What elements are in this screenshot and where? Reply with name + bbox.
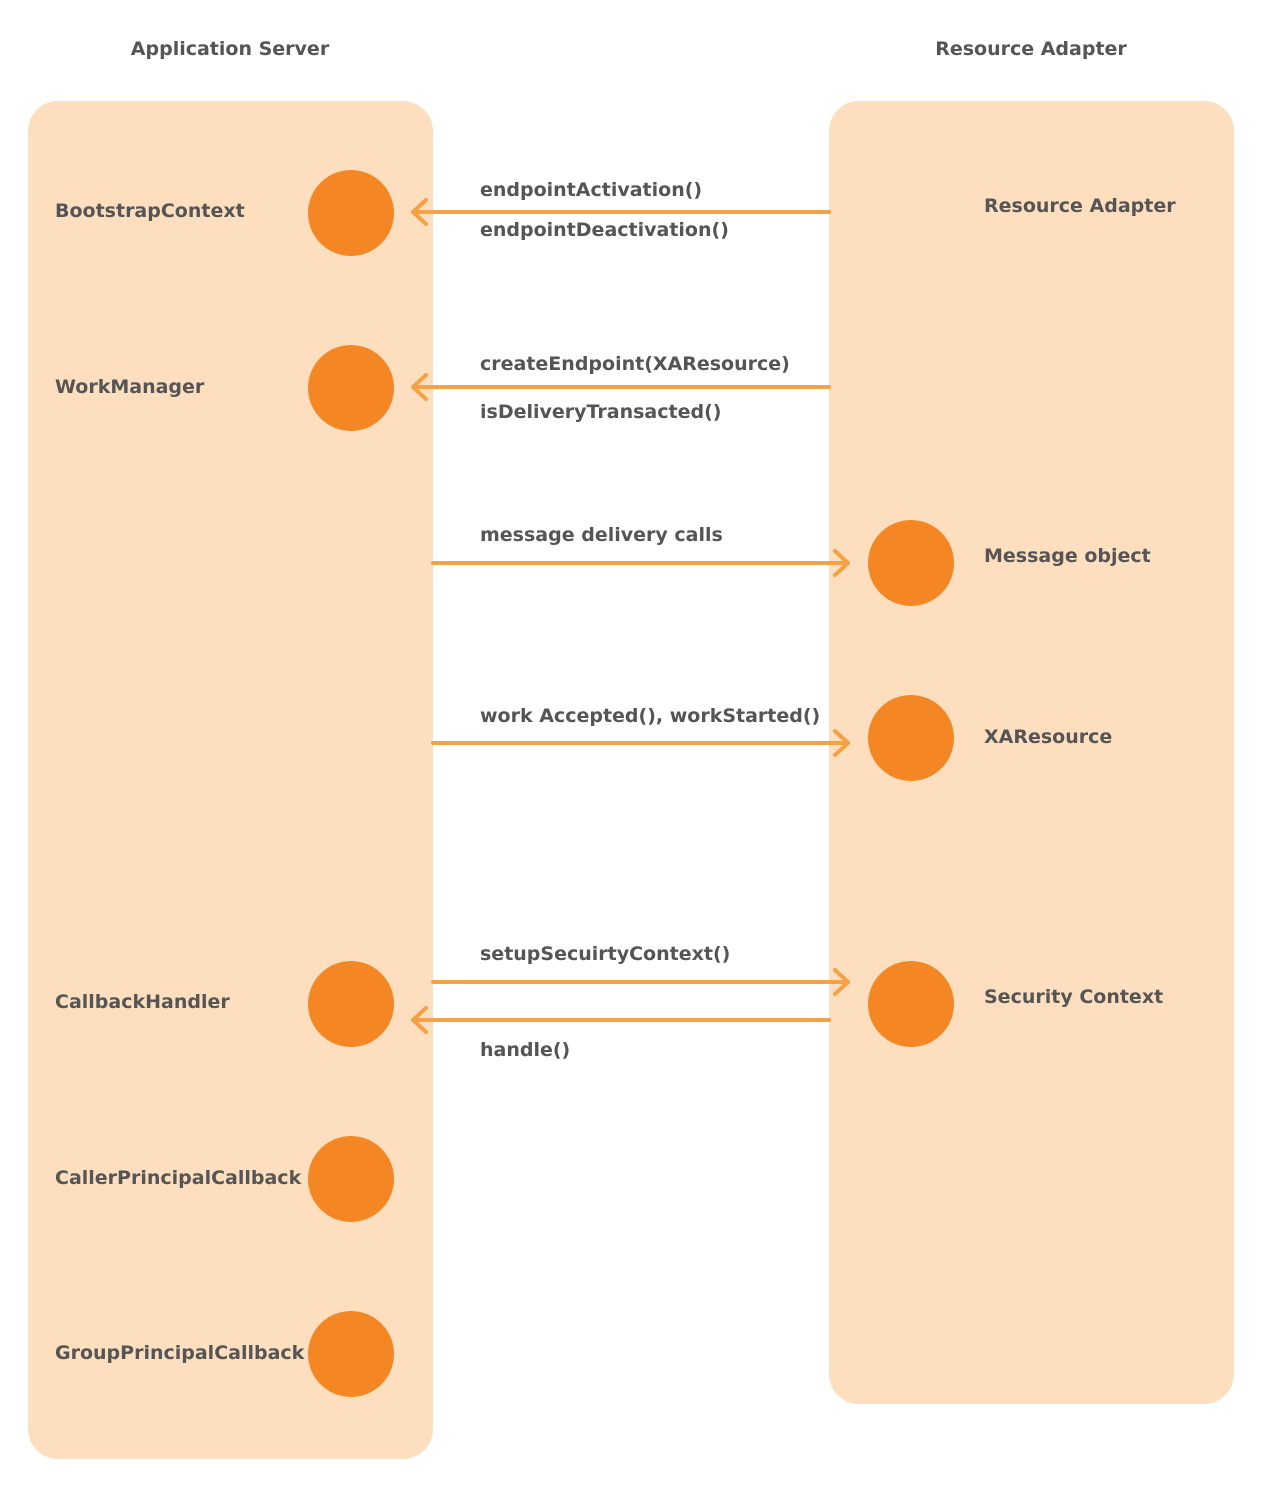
endpoint-deactivation-message: endpointDeactivation() bbox=[480, 219, 729, 241]
work-calls-message: work Accepted(), workStarted() bbox=[480, 705, 821, 727]
bootstrap-context-node bbox=[308, 170, 394, 256]
security-context-label: Security Context bbox=[984, 986, 1164, 1008]
arrow-work-calls bbox=[431, 729, 850, 757]
application-server-panel bbox=[28, 101, 433, 1459]
endpoint-activation-message: endpointActivation() bbox=[480, 179, 703, 201]
create-endpoint-message: createEndpoint(XAResource) bbox=[480, 353, 790, 375]
group-principal-callback-node bbox=[308, 1311, 394, 1397]
arrow-endpoint-activation bbox=[411, 198, 831, 226]
security-context-node bbox=[868, 961, 954, 1047]
callback-handler-label: CallbackHandler bbox=[55, 991, 230, 1013]
group-principal-callback-label: GroupPrincipalCallback bbox=[55, 1342, 305, 1364]
message-object-node bbox=[868, 520, 954, 606]
callback-handler-node bbox=[308, 961, 394, 1047]
arrow-handle bbox=[411, 1006, 831, 1034]
bootstrap-context-label: BootstrapContext bbox=[55, 200, 245, 222]
arrow-message-delivery bbox=[431, 549, 850, 577]
resource-adapter-label: Resource Adapter bbox=[984, 195, 1176, 217]
arrow-setup-security-context bbox=[431, 968, 850, 996]
message-delivery-calls-message: message delivery calls bbox=[480, 524, 723, 546]
caller-principal-callback-node bbox=[308, 1136, 394, 1222]
is-delivery-transacted-message: isDeliveryTransacted() bbox=[480, 401, 722, 423]
xaresource-label: XAResource bbox=[984, 726, 1113, 748]
arrow-create-endpoint bbox=[411, 373, 831, 401]
message-object-label: Message object bbox=[984, 545, 1151, 567]
resource-adapter-title: Resource Adapter bbox=[935, 38, 1127, 60]
xaresource-node bbox=[868, 695, 954, 781]
work-manager-label: WorkManager bbox=[55, 376, 205, 398]
caller-principal-callback-label: CallerPrincipalCallback bbox=[55, 1167, 302, 1189]
application-server-title: Application Server bbox=[130, 38, 330, 60]
handle-message: handle() bbox=[480, 1039, 571, 1061]
work-manager-node bbox=[308, 345, 394, 431]
setup-security-context-message: setupSecuirtyContext() bbox=[480, 943, 731, 965]
